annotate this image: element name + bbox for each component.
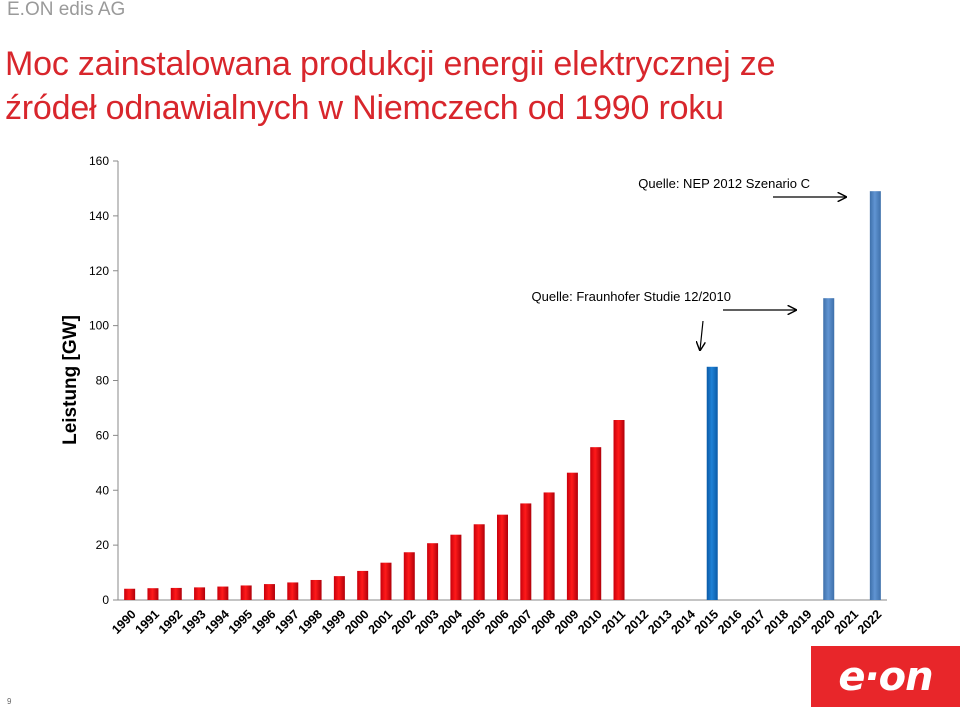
bar-1991 xyxy=(147,588,159,600)
x-tick-label: 2005 xyxy=(459,607,489,637)
y-tick-label: 100 xyxy=(89,319,109,333)
bar-2009 xyxy=(566,472,578,600)
bar-2010 xyxy=(590,447,602,600)
title-line-1: Moc zainstalowana produkcji energii elek… xyxy=(5,45,776,83)
x-tick-label: 2013 xyxy=(645,607,675,637)
x-tick-label: 2007 xyxy=(505,607,535,637)
bar-1993 xyxy=(194,587,206,600)
slide-title: Moc zainstalowana produkcji energii elek… xyxy=(5,42,905,130)
x-tick-label: 2011 xyxy=(599,607,628,636)
y-tick-label: 160 xyxy=(89,154,109,168)
x-tick-label: 2017 xyxy=(738,607,768,637)
x-tick-label: 1996 xyxy=(249,607,279,637)
x-tick-label: 2002 xyxy=(389,607,419,637)
company-name: E.ON edis AG xyxy=(7,0,126,20)
x-tick-label: 1991 xyxy=(133,607,163,637)
bar-1999 xyxy=(333,576,345,600)
x-tick-label: 2009 xyxy=(552,607,582,637)
bar-1995 xyxy=(240,585,252,600)
y-tick-label: 60 xyxy=(96,428,110,442)
page-number: 9 xyxy=(7,697,12,706)
x-tick-label: 2012 xyxy=(622,607,652,637)
y-tick-label: 80 xyxy=(96,374,110,388)
x-tick-label: 1998 xyxy=(296,607,326,637)
bar-2015 xyxy=(706,366,718,600)
bar-2000 xyxy=(357,570,369,600)
x-tick-label: 2022 xyxy=(855,607,885,637)
x-tick-label: 2001 xyxy=(366,607,396,637)
title-line-2: źródeł odnawialnych w Niemczech od 1990 … xyxy=(5,89,724,127)
bar-2001 xyxy=(380,562,392,600)
x-tick-label: 2000 xyxy=(342,607,372,637)
y-tick-label: 20 xyxy=(96,538,110,552)
y-tick-label: 0 xyxy=(102,593,109,607)
y-tick-label: 140 xyxy=(89,209,109,223)
bar-2006 xyxy=(497,514,508,600)
x-tick-label: 1993 xyxy=(179,607,209,637)
eon-logo-text: e·on xyxy=(838,653,933,700)
y-axis-label: Leistung [GW] xyxy=(60,315,81,445)
eon-logo: e·on xyxy=(811,646,960,707)
x-tick-label: 1990 xyxy=(109,607,139,637)
bar-2004 xyxy=(450,534,462,600)
x-tick-label: 2021 xyxy=(832,607,862,637)
x-tick-label: 2010 xyxy=(575,607,605,637)
x-tick-label: 2018 xyxy=(762,607,792,637)
x-tick-label: 2014 xyxy=(668,607,698,637)
bar-1994 xyxy=(217,586,229,600)
bar-1990 xyxy=(124,588,136,600)
x-tick-label: 2003 xyxy=(412,607,442,637)
bar-1998 xyxy=(310,579,322,600)
bar-2007 xyxy=(520,503,532,600)
x-tick-label: 2019 xyxy=(785,607,815,637)
y-tick-label: 40 xyxy=(96,483,110,497)
x-tick-label: 2020 xyxy=(808,607,838,637)
bar-2003 xyxy=(427,543,439,600)
bar-1996 xyxy=(263,584,275,600)
bar-2008 xyxy=(543,492,555,600)
x-tick-label: 1992 xyxy=(156,607,186,637)
bar-2005 xyxy=(473,524,485,600)
bar-1992 xyxy=(170,587,182,600)
x-tick-label: 2004 xyxy=(435,607,465,637)
x-tick-label: 2016 xyxy=(715,607,745,637)
x-tick-label: 1995 xyxy=(226,607,256,637)
x-tick-label: 1999 xyxy=(319,607,349,637)
arrow-fraunhofer-down xyxy=(700,320,703,350)
bar-2002 xyxy=(403,552,415,600)
bar-2011 xyxy=(613,420,625,600)
y-tick-label: 120 xyxy=(89,264,109,278)
x-tick-label: 1997 xyxy=(272,607,302,637)
x-tick-label: 2006 xyxy=(482,607,512,637)
bar-2022 xyxy=(869,191,881,600)
x-tick-label: 1994 xyxy=(202,607,232,637)
source-annotation-nep: Quelle: NEP 2012 Szenario C xyxy=(638,176,810,191)
x-tick-label: 2015 xyxy=(692,607,722,637)
x-tick-label: 2008 xyxy=(529,607,559,637)
bar-2020 xyxy=(823,298,835,600)
bar-1997 xyxy=(287,582,299,600)
source-annotation-fraunhofer: Quelle: Fraunhofer Studie 12/2010 xyxy=(532,289,731,304)
